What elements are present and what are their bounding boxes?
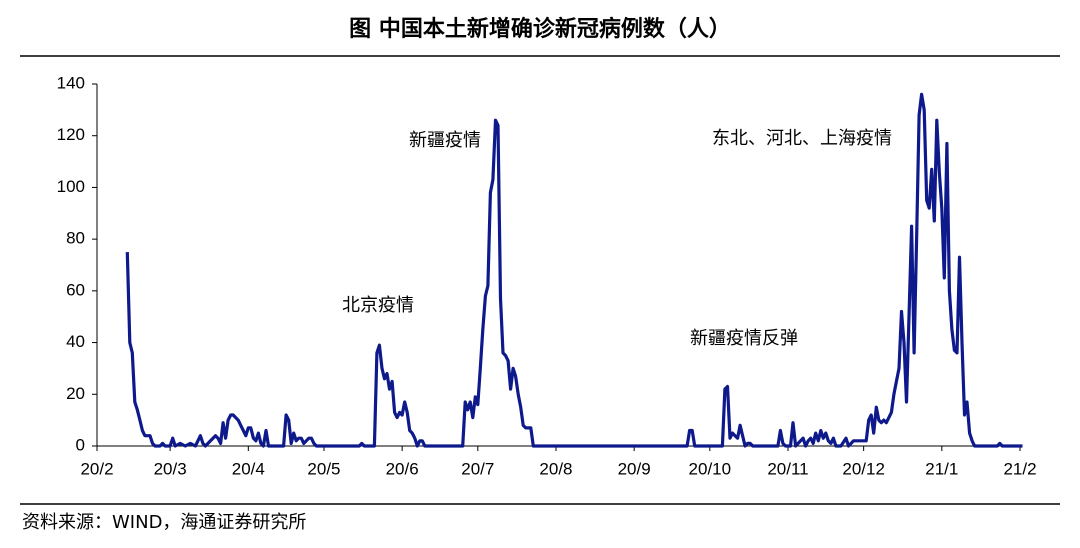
y-tick-label: 20 (66, 384, 85, 403)
x-tick-label: 21/2 (1003, 459, 1036, 478)
x-tick-label: 20/12 (842, 459, 885, 478)
annotation: 东北、河北、上海疫情 (712, 128, 892, 149)
line (125, 92, 1023, 448)
x-tick-label: 20/2 (80, 459, 113, 478)
y-tick-label: 120 (57, 125, 85, 144)
x-tick-label: 20/3 (154, 459, 187, 478)
annotation: 新疆疫情 (409, 130, 481, 151)
x-tick-label: 20/4 (232, 459, 265, 478)
x-tick-label: 20/11 (767, 459, 808, 478)
y-tick-label: 80 (66, 229, 85, 248)
x-tick-label: 20/8 (539, 459, 572, 478)
y-tick-label: 100 (57, 177, 85, 196)
y-tick-label: 0 (76, 435, 85, 454)
annotation: 北京疫情 (342, 295, 414, 316)
y-tick-label: 40 (66, 332, 85, 351)
x-tick-label: 21/1 (925, 459, 958, 478)
x-tick-label: 20/9 (618, 459, 651, 478)
x-tick-label: 20/6 (386, 459, 419, 478)
chart-title: 图 中国本土新增确诊新冠病例数（人） (349, 16, 731, 42)
annotation: 新疆疫情反弹 (690, 328, 798, 349)
x-tick-label: 20/7 (461, 459, 494, 478)
y-tick-label: 140 (57, 73, 85, 92)
source: 资料来源：WIND，海通证券研究所 (22, 512, 306, 533)
y-tick-label: 60 (66, 280, 85, 299)
x-tick-label: 20/10 (689, 459, 732, 478)
x-tick-label: 20/5 (307, 459, 340, 478)
